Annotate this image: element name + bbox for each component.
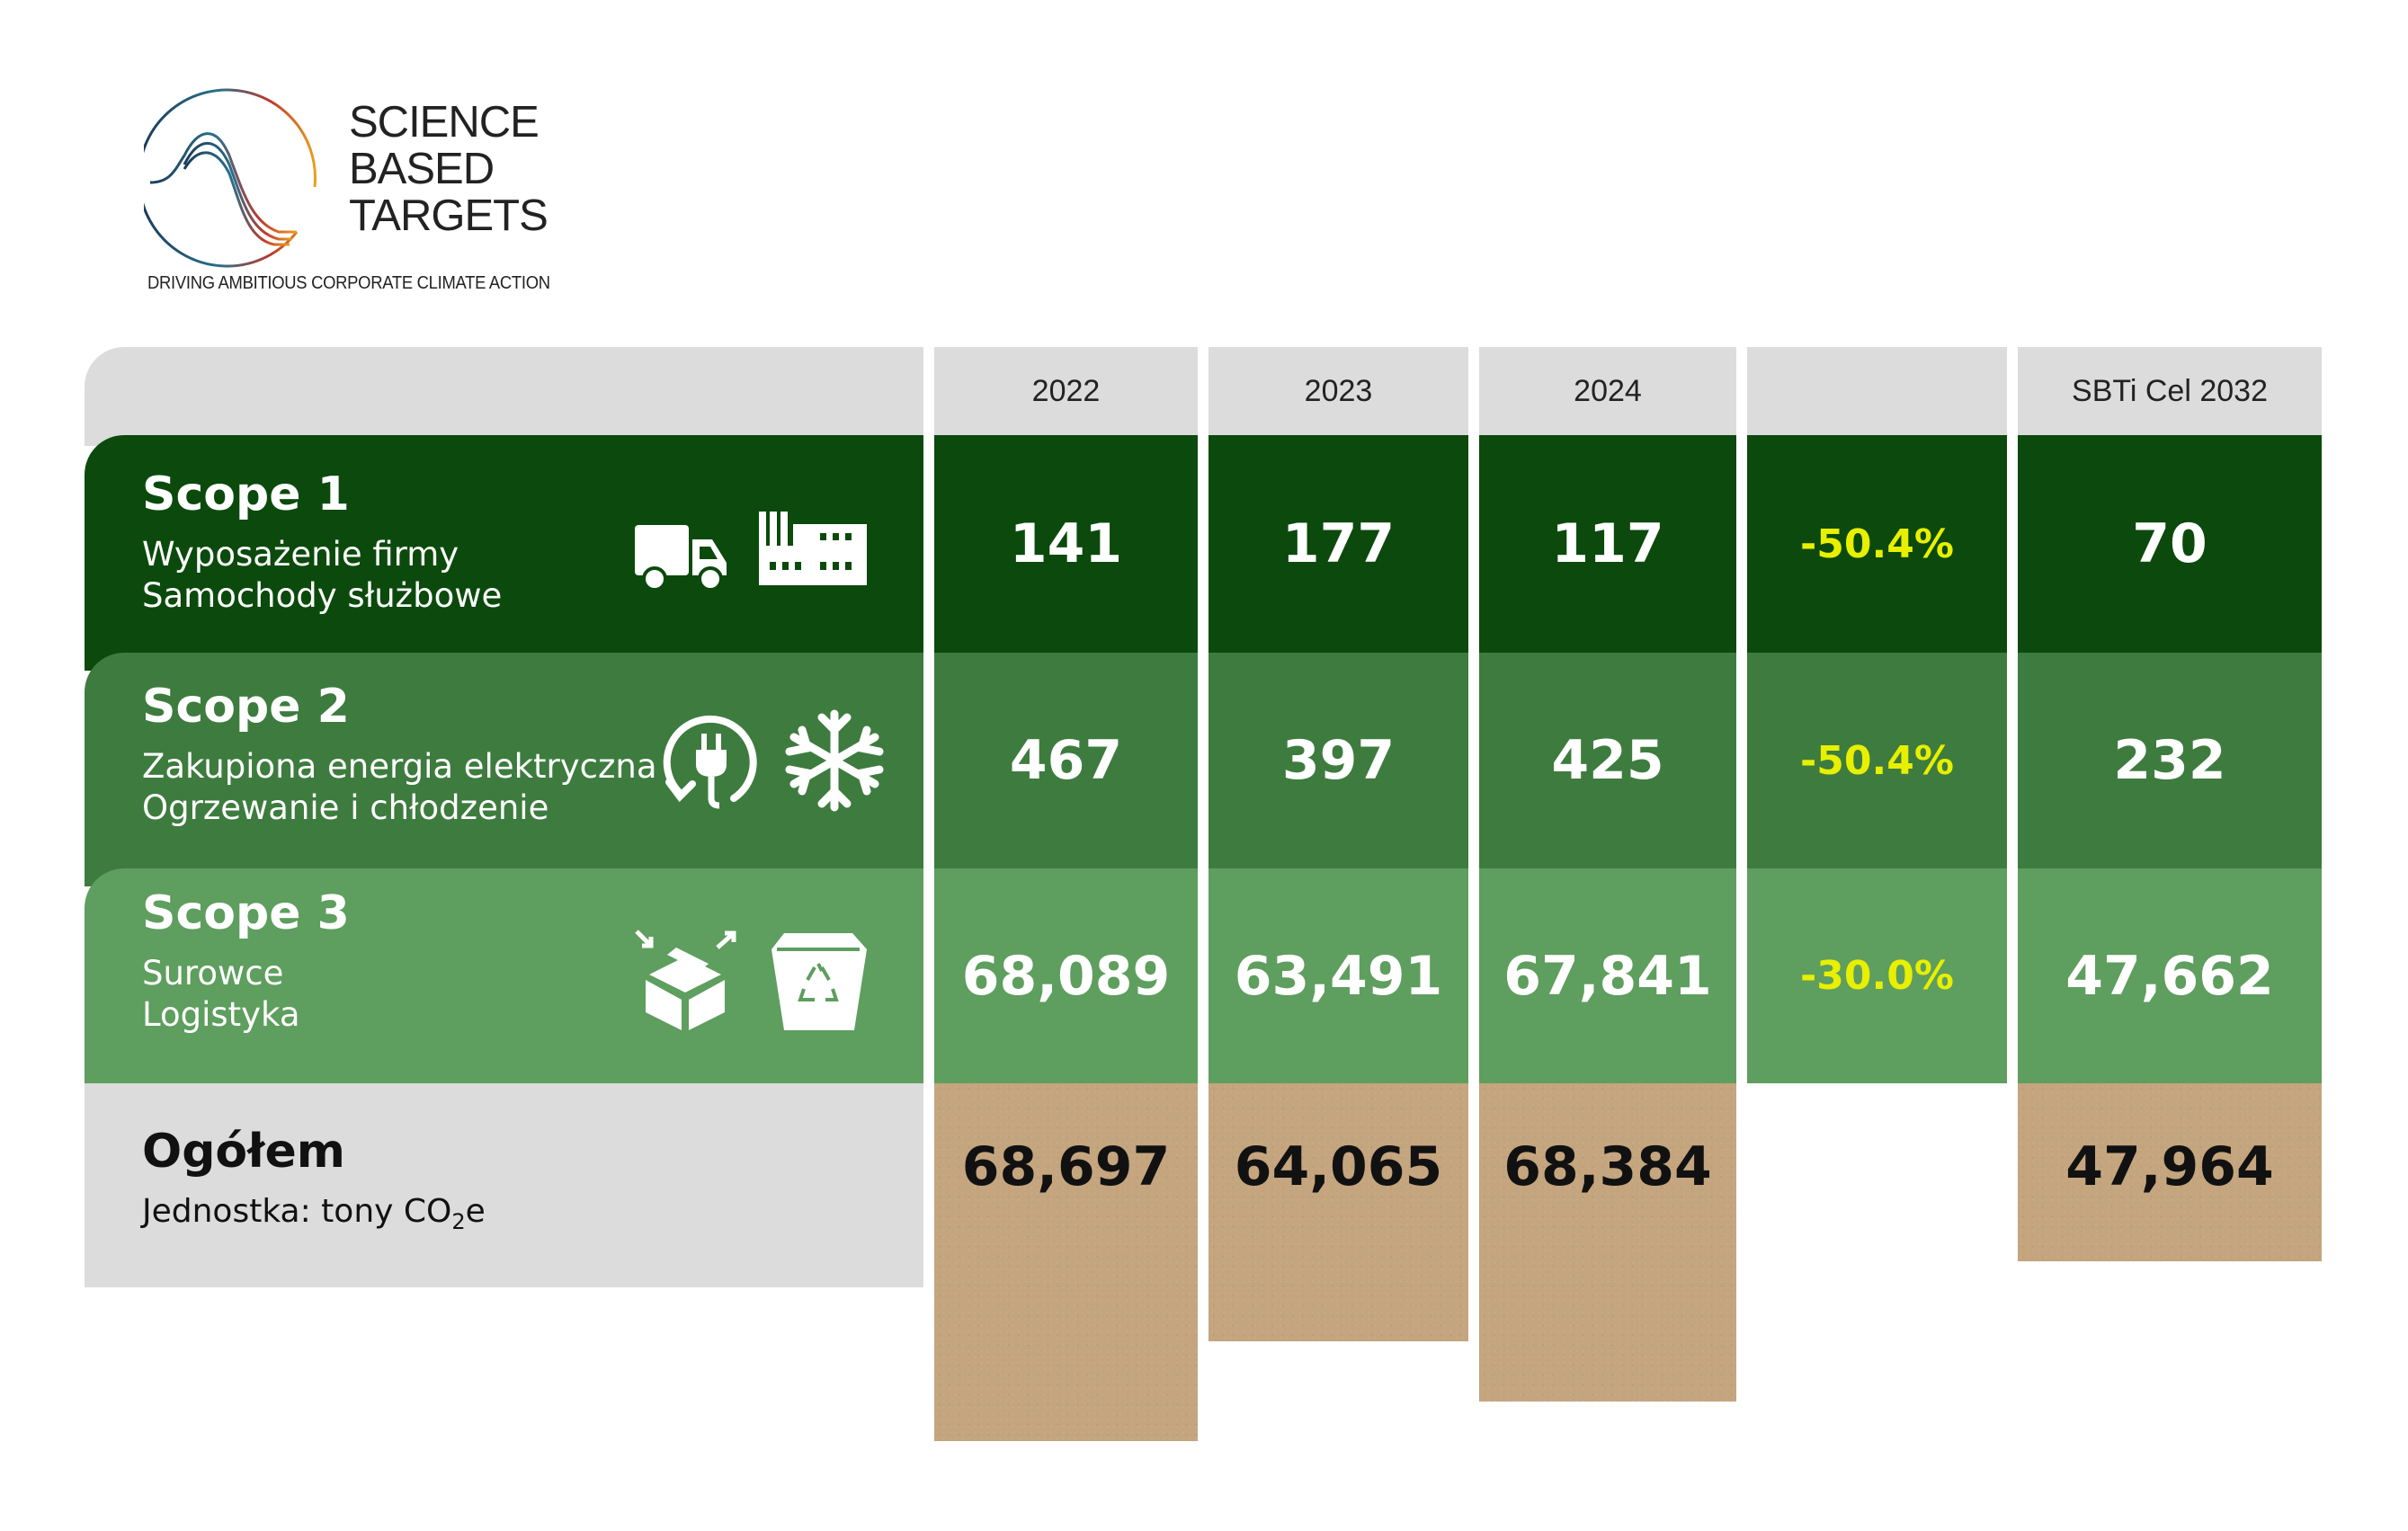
scope2-target-cell-text: 232 xyxy=(2113,729,2226,792)
scope1-title: Scope 1 xyxy=(142,467,350,521)
total-2024-cell: 68,384 xyxy=(1479,1083,1736,1402)
scope2-2023-cell: 397 xyxy=(1208,653,1468,868)
scope2-2024-cell: 425 xyxy=(1479,653,1736,868)
scope1-2024-cell-text: 117 xyxy=(1551,512,1664,575)
scope3-target-cell-text: 47,662 xyxy=(2065,944,2274,1008)
scope2-2022-cell: 467 xyxy=(934,653,1198,868)
sbti-logo: SCIENCE BASED TARGETS DRIVING AMBITIOUS … xyxy=(144,79,611,304)
column-header-target: SBTi Cel 2032 xyxy=(2018,347,2322,435)
truck-icon xyxy=(635,525,727,592)
scope3-change-cell: -30.0% xyxy=(1747,868,2007,1083)
scope3-2024-cell-text: 67,841 xyxy=(1503,944,1712,1008)
unit-prefix: Jednostka: tony CO xyxy=(142,1193,452,1230)
scope2-2023-cell-text: 397 xyxy=(1281,729,1396,792)
scope3-2022-cell-text: 68,089 xyxy=(961,944,1171,1008)
scope3-title: Scope 3 xyxy=(142,886,350,940)
scope2-label-cell xyxy=(85,653,923,886)
scope2-2024-cell-text: 425 xyxy=(1551,729,1664,792)
total-2022-cell-text: 68,697 xyxy=(961,1135,1171,1198)
column-header-2022: 2022 xyxy=(934,347,1198,435)
table-header-left xyxy=(85,347,923,446)
scope1-target-cell-text: 70 xyxy=(2132,512,2207,575)
scope1-line-2: Samochody służbowe xyxy=(142,576,503,615)
total-target-cell-text: 47,964 xyxy=(2065,1135,2274,1198)
scope1-target-cell: 70 xyxy=(2018,435,2322,653)
column-header-2023: 2023 xyxy=(1208,347,1468,435)
logo-line-1: SCIENCE xyxy=(349,98,540,147)
box-icon xyxy=(635,930,736,1030)
total-2023-cell: 64,065 xyxy=(1208,1083,1468,1341)
scope1-2022-cell: 141 xyxy=(934,435,1198,653)
scope3-2023-cell-text: 63,491 xyxy=(1234,944,1443,1008)
scope2-change-cell-text: -50.4% xyxy=(1800,737,1954,784)
scope1-change-cell-text: -50.4% xyxy=(1800,521,1954,567)
recycle-bin-icon xyxy=(771,933,867,1030)
total-label-cell: Ogółem Jednostka: tony CO2e xyxy=(85,1065,923,1287)
scope1-line-1: Wyposażenie firmy xyxy=(142,535,459,574)
scope2-change-cell: -50.4% xyxy=(1747,653,2007,868)
logo-tagline: DRIVING AMBITIOUS CORPORATE CLIMATE ACTI… xyxy=(147,273,550,293)
scope1-2024-cell: 117 xyxy=(1479,435,1736,653)
snowflake-icon xyxy=(785,709,884,812)
scope1-2022-cell-text: 141 xyxy=(1009,512,1123,575)
scope2-title: Scope 2 xyxy=(142,680,350,734)
scope1-change-cell: -50.4% xyxy=(1747,435,2007,653)
total-title: Ogółem xyxy=(142,1125,345,1179)
logo-line-2: BASED xyxy=(349,145,495,193)
column-header-2024: 2024 xyxy=(1479,347,1736,435)
scope2-line-2: Ogrzewanie i chłodzenie xyxy=(142,788,549,827)
scope3-line-2: Logistyka xyxy=(142,995,300,1034)
total-unit: Jednostka: tony CO2e xyxy=(142,1193,486,1234)
total-target-cell: 47,964 xyxy=(2018,1083,2322,1261)
scope1-2023-cell: 177 xyxy=(1208,435,1468,653)
scope3-target-cell: 47,662 xyxy=(2018,868,2322,1083)
total-2024-cell-text: 68,384 xyxy=(1503,1135,1712,1198)
column-header-change xyxy=(1747,347,2007,435)
scope3-line-1: Surowce xyxy=(142,954,284,992)
unit-subscript: 2 xyxy=(451,1209,466,1235)
scope3-change-cell-text: -30.0% xyxy=(1800,953,1954,999)
scope3-2024-cell: 67,841 xyxy=(1479,868,1736,1083)
scope2-line-1: Zakupiona energia elektryczna xyxy=(142,747,657,786)
total-2023-cell-text: 64,065 xyxy=(1234,1135,1443,1198)
scope2-target-cell: 232 xyxy=(2018,653,2322,868)
total-2022-cell: 68,697 xyxy=(934,1083,1198,1441)
unit-suffix: e xyxy=(465,1193,486,1230)
logo-line-3: TARGETS xyxy=(349,191,548,240)
scope2-2022-cell-text: 467 xyxy=(1009,729,1123,792)
scope3-2023-cell: 63,491 xyxy=(1208,868,1468,1083)
factory-icon xyxy=(759,512,867,585)
plug-cycle-icon xyxy=(663,715,757,809)
sbti-logo-mark xyxy=(144,88,317,268)
scope1-2023-cell-text: 177 xyxy=(1281,512,1396,575)
scope3-2022-cell: 68,089 xyxy=(934,868,1198,1083)
